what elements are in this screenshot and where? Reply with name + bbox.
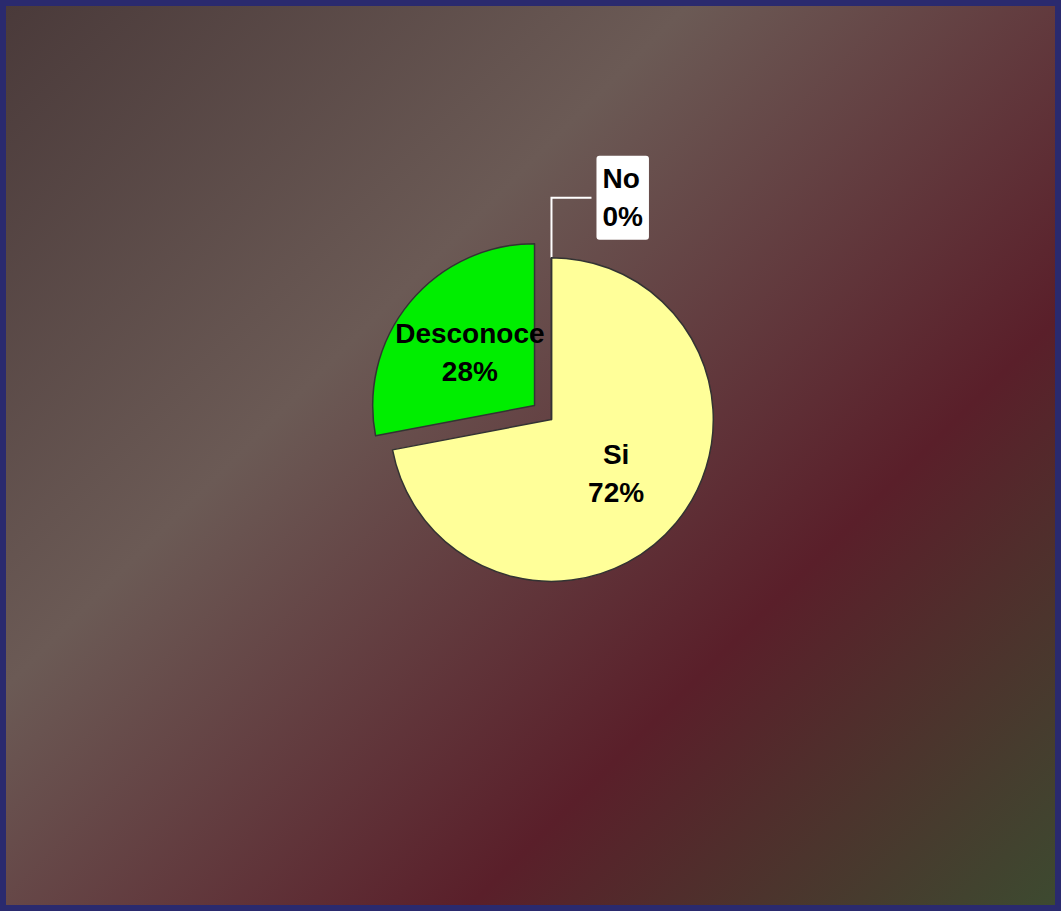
svg-text:0%: 0% [602,201,643,232]
svg-text:Si: Si [603,439,629,470]
svg-text:No: No [602,163,639,194]
svg-text:72%: 72% [588,477,644,508]
svg-text:Desconoce: Desconoce [395,318,544,349]
svg-text:28%: 28% [442,356,498,387]
